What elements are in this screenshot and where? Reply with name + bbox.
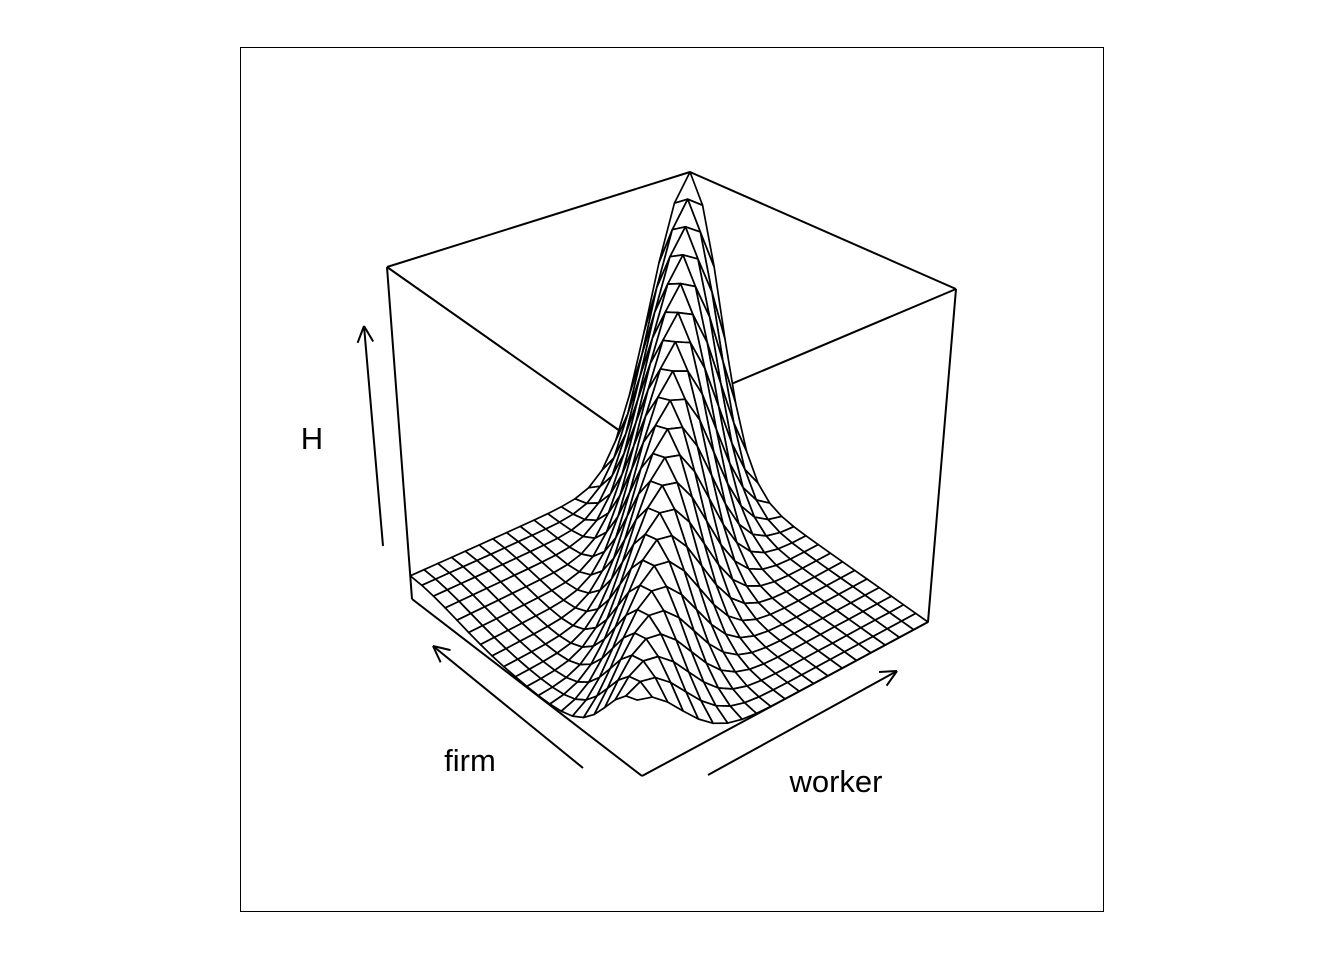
x-axis-label: worker <box>788 764 882 799</box>
y-axis-arrow <box>432 645 584 769</box>
surface-mesh <box>409 171 929 725</box>
box-edge-left-vertical <box>386 266 413 600</box>
z-axis-label: H <box>301 421 323 456</box>
x-axis-arrow <box>707 670 898 776</box>
z-axis-arrow <box>356 325 384 547</box>
box-edge-top-back-right <box>689 171 957 290</box>
y-axis-label: firm <box>444 743 496 778</box>
box-edge-top-back-left <box>386 171 691 268</box>
box-edge-bottom-right <box>641 621 929 777</box>
box-edge-right-vertical <box>927 288 957 623</box>
box-edge-top-front-left <box>386 266 621 432</box>
front-box-edges <box>411 598 929 777</box>
box-edge-bottom-left <box>411 598 643 777</box>
surface-cell <box>625 680 654 701</box>
axis-arrows <box>356 325 898 776</box>
